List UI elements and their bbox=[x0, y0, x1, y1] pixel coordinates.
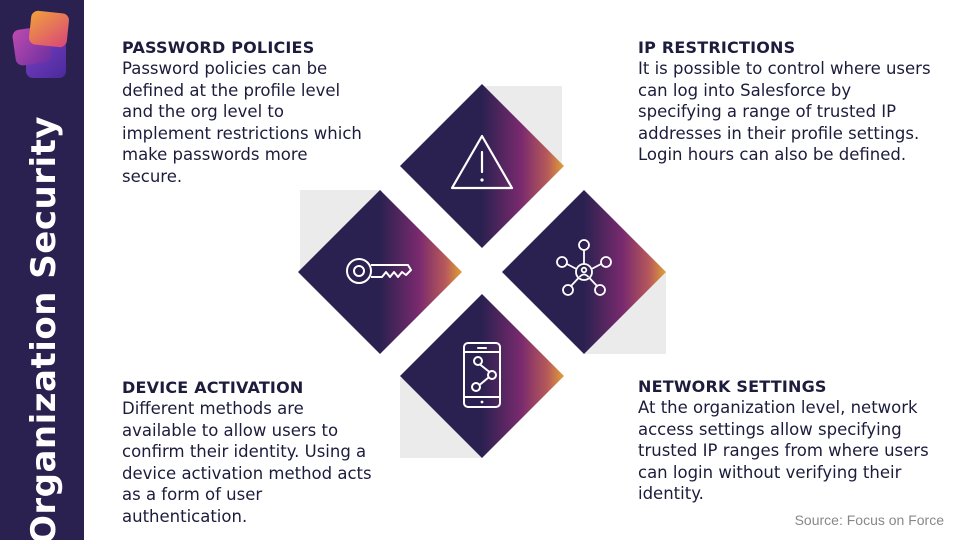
ip-restrictions-body: It is possible to control where users ca… bbox=[638, 59, 931, 164]
password-policies-diamond bbox=[400, 84, 564, 248]
password-policies-section: PASSWORD POLICIES Password policies can … bbox=[122, 38, 372, 187]
ip-restrictions-title: IP RESTRICTIONS bbox=[638, 38, 796, 57]
device-activation-body: Different methods are available to allow… bbox=[122, 399, 372, 526]
brand-logo-icon bbox=[12, 10, 69, 78]
device-activation-title: DEVICE ACTIVATION bbox=[122, 378, 304, 397]
network-icon bbox=[556, 239, 612, 296]
password-diamond-left bbox=[298, 190, 462, 354]
password-policies-body: Password policies can be defined at the … bbox=[122, 59, 362, 186]
device-activation-diamond bbox=[400, 294, 564, 458]
mobile-device-icon bbox=[463, 342, 501, 408]
network-settings-section: NETWORK SETTINGS At the organization lev… bbox=[638, 377, 948, 505]
key-icon bbox=[346, 258, 412, 284]
source-credit: Source: Focus on Force bbox=[794, 512, 944, 528]
ip-restrictions-diamond bbox=[502, 190, 666, 354]
security-diagram bbox=[298, 84, 666, 458]
ip-restrictions-section: IP RESTRICTIONS It is possible to contro… bbox=[638, 38, 938, 166]
warning-icon bbox=[450, 134, 514, 190]
sidebar: Organization Security bbox=[0, 0, 84, 544]
password-policies-title: PASSWORD POLICIES bbox=[122, 38, 315, 57]
network-settings-title: NETWORK SETTINGS bbox=[638, 377, 827, 396]
network-settings-body: At the organization level, network acces… bbox=[638, 398, 929, 503]
device-activation-section: DEVICE ACTIVATION Different methods are … bbox=[122, 378, 382, 527]
sidebar-title: Organization Security bbox=[24, 115, 64, 544]
